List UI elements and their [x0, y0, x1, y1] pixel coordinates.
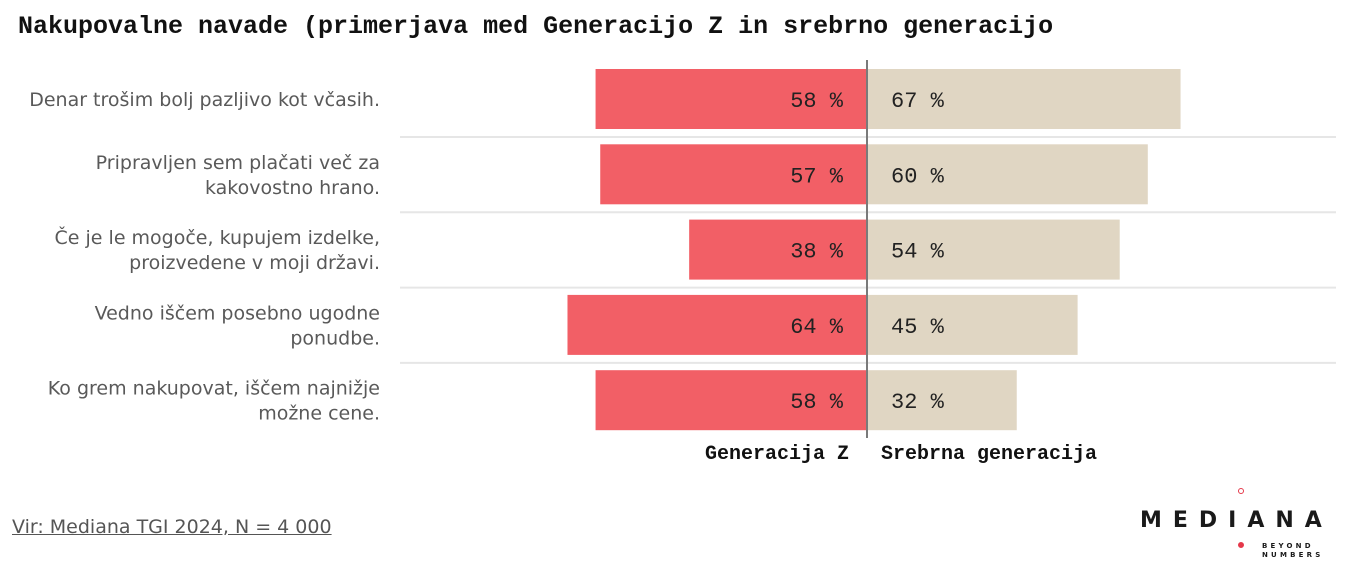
- bar-gen-z: [595, 370, 867, 431]
- category-label: Če je le mogoče, kupujem izdelke,: [55, 225, 380, 249]
- legend-silver: Srebrna generacija: [881, 443, 1097, 466]
- value-label-silver: 45 %: [891, 315, 945, 340]
- value-label-silver: 54 %: [891, 240, 945, 265]
- bar-silver: [867, 370, 1017, 431]
- category-label: Vedno iščem posebno ugodne: [95, 302, 380, 324]
- logo-tagline-line1: BEYOND: [1262, 542, 1314, 550]
- bar-gen-z: [600, 144, 867, 205]
- category-label: Pripravljen sem plačati več za: [96, 152, 380, 174]
- source-note: Vir: Mediana TGI 2024, N = 4 000: [12, 516, 332, 538]
- value-label-gen-z: 64 %: [790, 315, 844, 340]
- value-label-gen-z: 58 %: [790, 89, 844, 114]
- logo-tagline: BEYOND NUMBERS: [1262, 542, 1323, 560]
- logo-wordmark: MEDIANA: [1140, 508, 1333, 533]
- mediana-logo: MEDIANA BEYOND NUMBERS: [1140, 486, 1345, 566]
- logo-dot-top-icon: [1238, 488, 1244, 494]
- category-label: Denar trošim bolj pazljivo kot včasih.: [29, 89, 380, 111]
- value-label-silver: 32 %: [891, 390, 945, 415]
- bar-gen-z: [567, 294, 867, 355]
- diverging-bar-chart: 58 % 67 % Denar trošim bolj pazljivo kot v…: [29, 60, 1336, 466]
- category-label: možne cene.: [258, 403, 380, 425]
- category-label: proizvedene v moji državi.: [129, 252, 380, 274]
- value-label-gen-z: 38 %: [790, 240, 844, 265]
- category-label: ponudbe.: [290, 327, 380, 349]
- bar-silver: [867, 69, 1181, 129]
- chart-title: Nakupovalne navade (primerjava med Gener…: [18, 12, 1054, 41]
- value-label-gen-z: 57 %: [790, 164, 844, 189]
- bar-silver: [867, 294, 1078, 355]
- value-label-gen-z: 58 %: [790, 390, 844, 415]
- category-label: Ko grem nakupovat, iščem najnižje: [48, 378, 380, 400]
- logo-tagline-line2: NUMBERS: [1262, 551, 1324, 559]
- value-label-silver: 67 %: [891, 89, 945, 114]
- category-label: kakovostno hrano.: [205, 177, 380, 199]
- logo-dot-bottom-icon: [1238, 542, 1244, 548]
- value-label-silver: 60 %: [891, 164, 945, 189]
- legend-gen-z: Generacija Z: [705, 443, 849, 466]
- bar-gen-z: [595, 69, 867, 129]
- bar-gen-z: [689, 219, 867, 280]
- bar-silver: [867, 144, 1148, 205]
- bar-silver: [867, 219, 1120, 280]
